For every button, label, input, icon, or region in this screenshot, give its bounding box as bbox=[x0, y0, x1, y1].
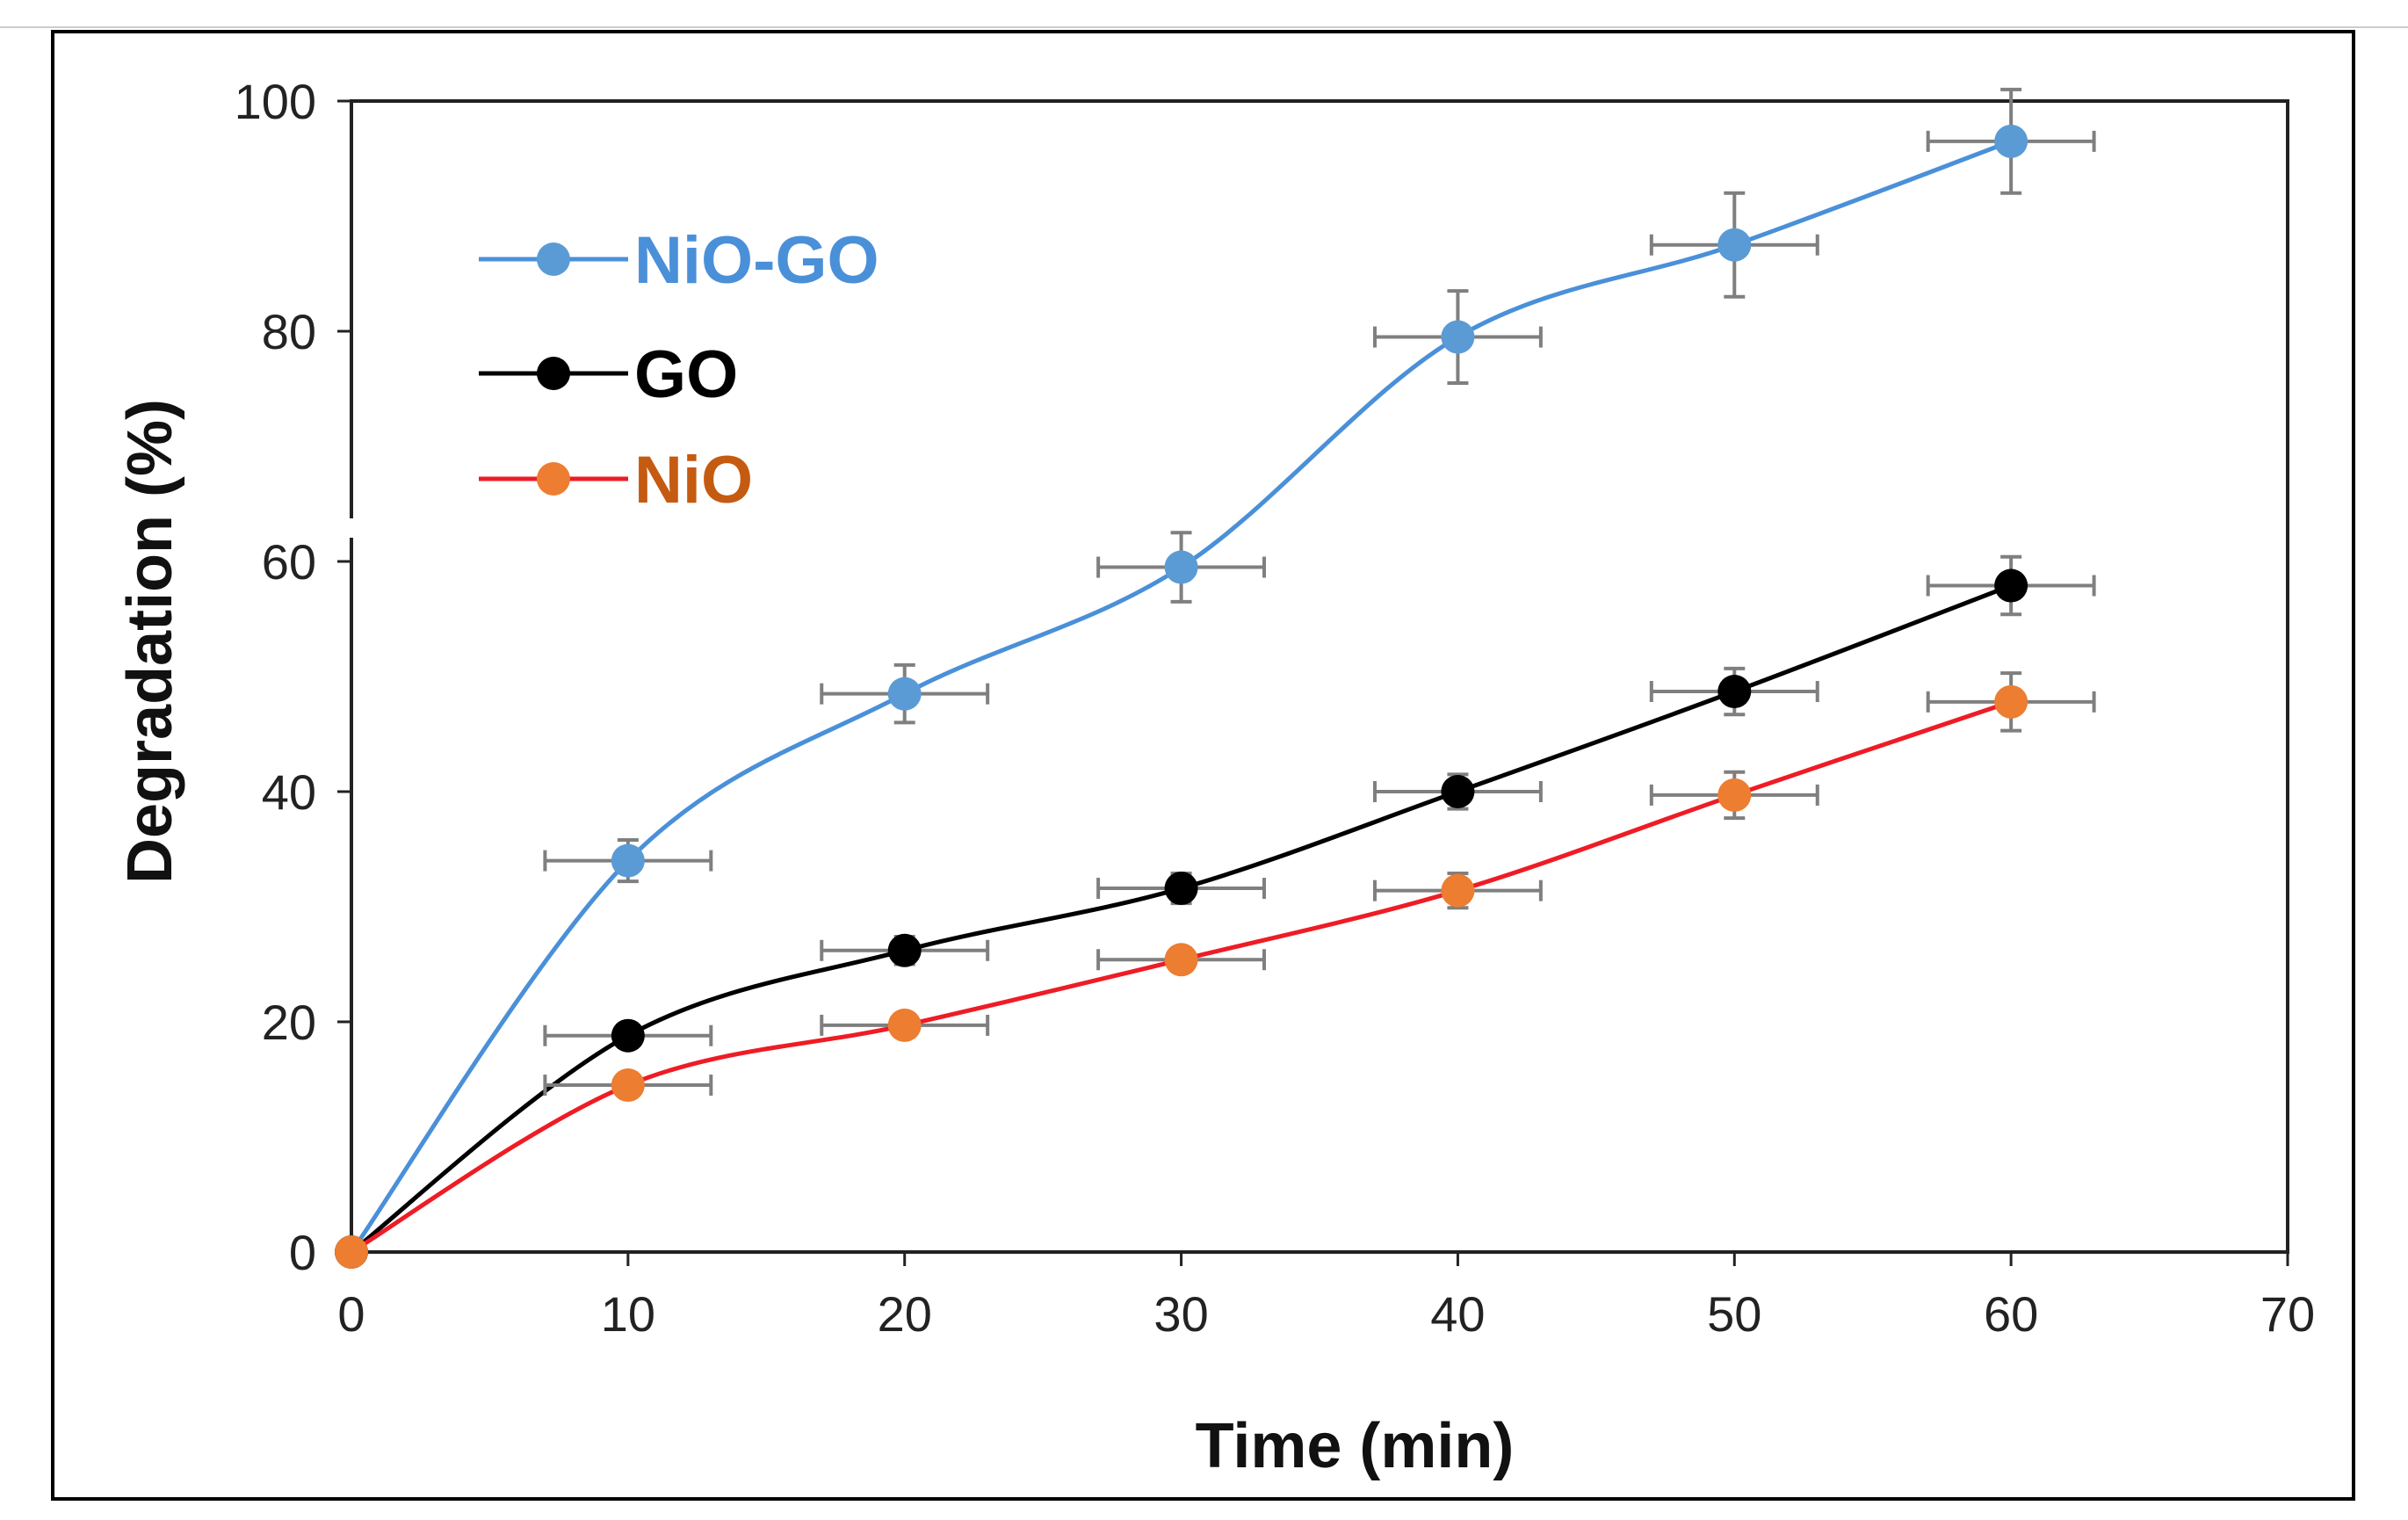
y-axis-title: Degradation (%) bbox=[115, 399, 185, 884]
legend-label: NiO-GO bbox=[634, 223, 879, 298]
x-tick-label: 10 bbox=[601, 1286, 655, 1342]
series-nio bbox=[335, 671, 2096, 1269]
legend-item-nio: NiO bbox=[479, 443, 753, 518]
data-point bbox=[887, 677, 922, 711]
x-tick-label: 50 bbox=[1707, 1286, 1761, 1342]
x-tick-label: 40 bbox=[1430, 1286, 1485, 1342]
y-tick-label: 100 bbox=[235, 74, 316, 129]
data-point bbox=[1164, 550, 1198, 584]
data-point bbox=[611, 1018, 645, 1053]
x-tick-label: 60 bbox=[1984, 1286, 2038, 1342]
legend-label: GO bbox=[634, 337, 738, 412]
data-point bbox=[887, 1008, 922, 1042]
data-point bbox=[1441, 873, 1475, 908]
legend: NiO-GO GO NiO bbox=[479, 223, 879, 518]
plot-area bbox=[347, 99, 2289, 1254]
data-point bbox=[1164, 872, 1198, 906]
y-axis-ticks: 0 20 40 60 80 100 bbox=[235, 74, 351, 1280]
data-point bbox=[611, 1068, 645, 1103]
data-point bbox=[1164, 943, 1198, 977]
y-axis-gap bbox=[347, 518, 356, 538]
y-tick-label: 0 bbox=[289, 1225, 316, 1280]
data-point bbox=[1994, 684, 2028, 719]
x-tick-label: 70 bbox=[2260, 1286, 2315, 1342]
x-tick-label: 0 bbox=[337, 1286, 365, 1342]
data-point bbox=[1717, 778, 1752, 812]
data-point bbox=[1994, 124, 2028, 158]
data-point bbox=[887, 933, 922, 967]
x-axis-title: Time (min) bbox=[1196, 1411, 1515, 1481]
data-point bbox=[1994, 568, 2028, 603]
chart-frame bbox=[51, 30, 2355, 1501]
y-tick-label: 40 bbox=[262, 764, 316, 820]
data-point bbox=[335, 1235, 368, 1269]
error-bar bbox=[1926, 671, 2096, 733]
x-tick-label: 20 bbox=[878, 1286, 932, 1342]
series-layer bbox=[335, 87, 2096, 1269]
y-tick-label: 60 bbox=[262, 534, 316, 590]
legend-item-nio-go: NiO-GO bbox=[479, 223, 879, 298]
data-point bbox=[611, 843, 645, 878]
x-axis-ticks: 0 10 20 30 40 50 60 70 bbox=[337, 1252, 2315, 1342]
data-point bbox=[1717, 228, 1752, 262]
legend-marker bbox=[537, 462, 570, 496]
series-nio-go bbox=[335, 87, 2096, 1269]
y-tick-label: 80 bbox=[262, 304, 316, 359]
y-tick-label: 20 bbox=[262, 995, 316, 1050]
x-tick-label: 30 bbox=[1153, 1286, 1208, 1342]
legend-marker bbox=[537, 357, 570, 390]
series-go bbox=[335, 554, 2096, 1269]
series-line bbox=[350, 699, 2012, 1255]
plot-border bbox=[350, 99, 2289, 1254]
data-point bbox=[1441, 775, 1475, 808]
legend-label: NiO bbox=[634, 443, 753, 518]
data-point bbox=[1717, 675, 1752, 709]
image-top-edge bbox=[0, 26, 2408, 28]
series-line bbox=[350, 583, 2013, 1254]
legend-item-go: GO bbox=[479, 337, 738, 412]
data-point bbox=[1441, 320, 1475, 354]
legend-marker bbox=[537, 242, 570, 276]
